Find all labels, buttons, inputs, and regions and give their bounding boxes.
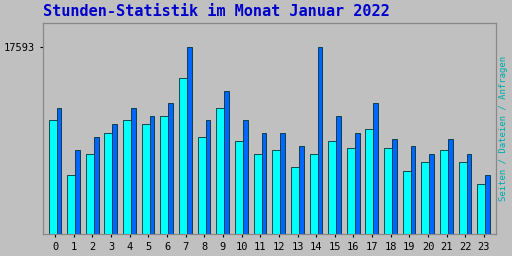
Bar (67, 175, 77, 256)
Bar (403, 171, 413, 256)
Bar (280, 133, 285, 256)
Text: Stunden-Statistik im Monat Januar 2022: Stunden-Statistik im Monat Januar 2022 (43, 4, 390, 19)
Bar (224, 91, 229, 256)
Bar (355, 133, 359, 256)
Bar (477, 184, 487, 256)
Bar (366, 129, 376, 256)
Bar (421, 162, 432, 256)
Bar (272, 150, 283, 256)
Bar (235, 141, 245, 256)
Bar (49, 120, 59, 256)
Bar (485, 175, 490, 256)
Bar (317, 47, 322, 256)
Bar (150, 116, 155, 256)
Bar (448, 139, 453, 256)
Bar (328, 141, 338, 256)
Bar (86, 154, 96, 256)
Bar (75, 150, 80, 256)
Bar (336, 116, 341, 256)
Bar (123, 120, 133, 256)
Bar (253, 154, 264, 256)
Bar (373, 103, 378, 256)
Bar (291, 167, 301, 256)
Bar (467, 154, 472, 256)
Bar (168, 103, 173, 256)
Bar (384, 148, 394, 256)
Bar (179, 78, 189, 256)
Bar (310, 154, 320, 256)
Bar (411, 146, 415, 256)
Bar (217, 108, 227, 256)
Bar (187, 47, 191, 256)
Bar (243, 120, 248, 256)
Bar (262, 133, 266, 256)
Bar (299, 146, 304, 256)
Bar (347, 148, 357, 256)
Bar (459, 162, 469, 256)
Bar (198, 137, 208, 256)
Bar (56, 108, 61, 256)
Bar (392, 139, 397, 256)
Y-axis label: Seiten / Dateien / Anfragen: Seiten / Dateien / Anfragen (499, 56, 508, 201)
Bar (142, 124, 152, 256)
Bar (206, 120, 210, 256)
Bar (94, 137, 98, 256)
Bar (131, 108, 136, 256)
Bar (430, 154, 434, 256)
Bar (440, 150, 450, 256)
Bar (160, 116, 170, 256)
Bar (113, 124, 117, 256)
Bar (104, 133, 115, 256)
